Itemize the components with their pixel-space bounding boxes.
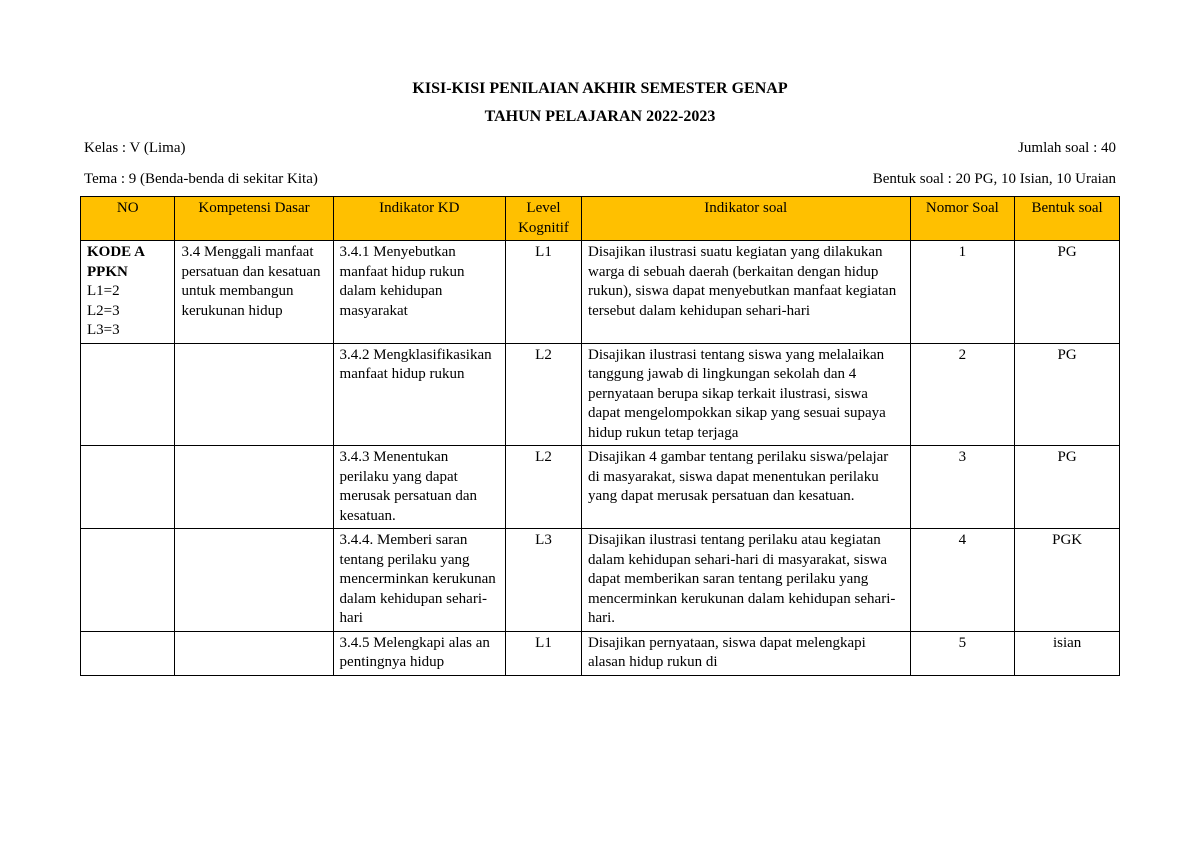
cell-bentuk: PG bbox=[1015, 241, 1120, 344]
th-indsoal: Indikator soal bbox=[581, 197, 910, 241]
cell-bentuk: PG bbox=[1015, 446, 1120, 529]
cell-nomor: 5 bbox=[910, 631, 1015, 675]
cell-indikator-soal: Disajikan ilustrasi tentang perilaku ata… bbox=[581, 529, 910, 632]
meta-bentuk: Bentuk soal : 20 PG, 10 Isian, 10 Uraian bbox=[873, 171, 1120, 188]
th-no: NO bbox=[81, 197, 175, 241]
th-level: Level Kognitif bbox=[506, 197, 582, 241]
cell-nomor: 3 bbox=[910, 446, 1015, 529]
meta-kelas: Kelas : V (Lima) bbox=[80, 140, 186, 157]
cell-indikator-kd: 3.4.3 Menentukan perilaku yang dapat mer… bbox=[333, 446, 505, 529]
cell-level: L2 bbox=[506, 446, 582, 529]
cell-nomor: 1 bbox=[910, 241, 1015, 344]
meta-row-2: Tema : 9 (Benda-benda di sekitar Kita) B… bbox=[80, 171, 1120, 188]
cell-indikator-soal: Disajikan ilustrasi tentang siswa yang m… bbox=[581, 343, 910, 446]
cell-indikator-soal: Disajikan 4 gambar tentang perilaku sisw… bbox=[581, 446, 910, 529]
cell-indikator-soal: Disajikan pernyataan, siswa dapat meleng… bbox=[581, 631, 910, 675]
cell-indikator-kd: 3.4.1 Menyebutkan manfaat hidup rukun da… bbox=[333, 241, 505, 344]
cell-kd bbox=[175, 343, 333, 446]
cell-no: KODE APPKNL1=2L2=3L3=3 bbox=[81, 241, 175, 344]
cell-kd bbox=[175, 529, 333, 632]
doc-title-2: TAHUN PELAJARAN 2022-2023 bbox=[80, 108, 1120, 126]
cell-kd: 3.4 Menggali manfaat persatuan dan kesat… bbox=[175, 241, 333, 344]
th-kd: Kompetensi Dasar bbox=[175, 197, 333, 241]
cell-no bbox=[81, 343, 175, 446]
cell-kd bbox=[175, 631, 333, 675]
th-nomor: Nomor Soal bbox=[910, 197, 1015, 241]
cell-level: L1 bbox=[506, 241, 582, 344]
doc-title-1: KISI-KISI PENILAIAN AKHIR SEMESTER GENAP bbox=[80, 80, 1120, 98]
meta-row-1: Kelas : V (Lima) Jumlah soal : 40 bbox=[80, 140, 1120, 157]
table-row: 3.4.4. Memberi saran tentang perilaku ya… bbox=[81, 529, 1120, 632]
cell-nomor: 2 bbox=[910, 343, 1015, 446]
cell-level: L2 bbox=[506, 343, 582, 446]
cell-nomor: 4 bbox=[910, 529, 1015, 632]
table-row: 3.4.5 Melengkapi alas an pentingnya hidu… bbox=[81, 631, 1120, 675]
cell-no bbox=[81, 631, 175, 675]
cell-no bbox=[81, 529, 175, 632]
meta-tema: Tema : 9 (Benda-benda di sekitar Kita) bbox=[80, 171, 318, 188]
table-row: 3.4.2 Mengklasifikasikan manfaat hidup r… bbox=[81, 343, 1120, 446]
kisi-table: NO Kompetensi Dasar Indikator KD Level K… bbox=[80, 196, 1120, 676]
cell-kd bbox=[175, 446, 333, 529]
cell-level: L1 bbox=[506, 631, 582, 675]
th-bentuk: Bentuk soal bbox=[1015, 197, 1120, 241]
table-row: KODE APPKNL1=2L2=3L3=33.4 Menggali manfa… bbox=[81, 241, 1120, 344]
cell-indikator-kd: 3.4.4. Memberi saran tentang perilaku ya… bbox=[333, 529, 505, 632]
cell-indikator-soal: Disajikan ilustrasi suatu kegiatan yang … bbox=[581, 241, 910, 344]
th-ind: Indikator KD bbox=[333, 197, 505, 241]
table-row: 3.4.3 Menentukan perilaku yang dapat mer… bbox=[81, 446, 1120, 529]
cell-bentuk: PGK bbox=[1015, 529, 1120, 632]
cell-indikator-kd: 3.4.2 Mengklasifikasikan manfaat hidup r… bbox=[333, 343, 505, 446]
cell-no bbox=[81, 446, 175, 529]
cell-indikator-kd: 3.4.5 Melengkapi alas an pentingnya hidu… bbox=[333, 631, 505, 675]
cell-bentuk: PG bbox=[1015, 343, 1120, 446]
table-body: KODE APPKNL1=2L2=3L3=33.4 Menggali manfa… bbox=[81, 241, 1120, 676]
cell-bentuk: isian bbox=[1015, 631, 1120, 675]
meta-jumlah: Jumlah soal : 40 bbox=[1018, 140, 1120, 157]
table-header-row: NO Kompetensi Dasar Indikator KD Level K… bbox=[81, 197, 1120, 241]
cell-level: L3 bbox=[506, 529, 582, 632]
